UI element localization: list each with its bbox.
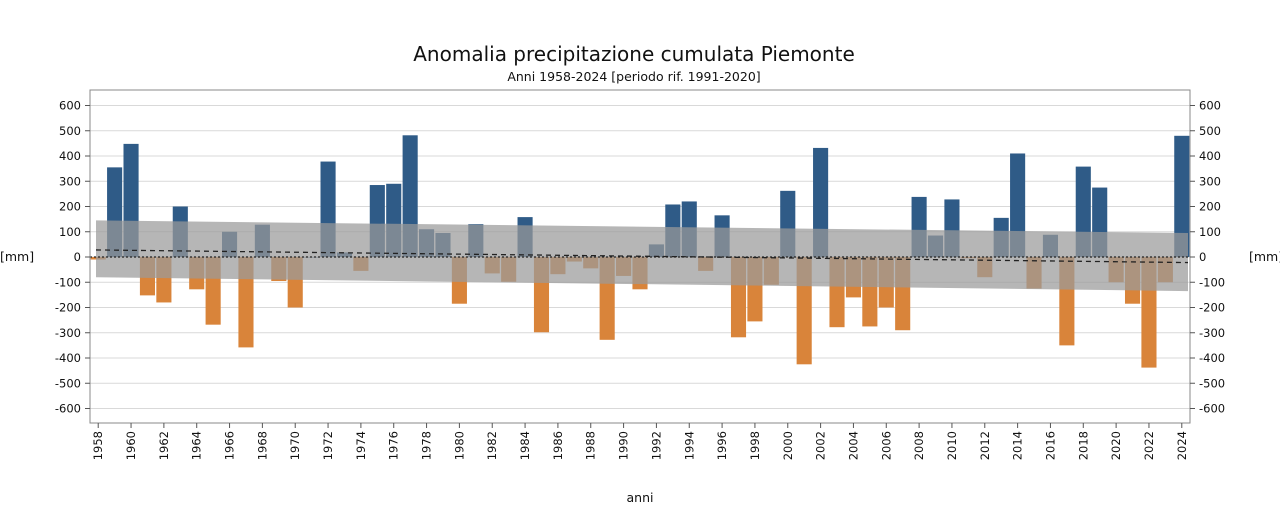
y-tick-label: -100 (1199, 275, 1225, 289)
x-tick-label: 1980 (452, 431, 466, 460)
trend-line (95, 249, 1189, 264)
trend-lines (90, 249, 1190, 264)
y-tick-label: -100 (55, 275, 81, 289)
x-tick-label: 2016 (1043, 431, 1057, 460)
y-tick-label: 300 (59, 174, 81, 188)
bar-2024 (1174, 135, 1190, 257)
x-tick-label: 1966 (223, 431, 237, 460)
y-tick-label: 100 (59, 225, 81, 239)
y-ticks-left: 600 500 400 300 200 100 0 -100 -200 -300 -400 -500 -… (55, 99, 90, 416)
x-tick-label: 1962 (157, 431, 171, 460)
x-tick-label: 1994 (682, 431, 696, 460)
y-tick-label: -500 (1199, 376, 1225, 390)
y-tick-label: 500 (59, 124, 81, 138)
x-tick-label: 1984 (518, 431, 532, 460)
x-axis-label: anni (626, 490, 654, 505)
y-tick-label: -500 (55, 376, 81, 390)
x-tick-label: 2010 (945, 431, 959, 460)
x-tick-label: 1982 (485, 431, 499, 460)
y-tick-label: 600 (1199, 99, 1221, 113)
confidence-band (96, 220, 1188, 292)
x-ticks: 1958 1960 1962 1964 1966 1968 1970 1972 1974 1976… (91, 423, 1189, 460)
x-tick-label: 1976 (387, 431, 401, 460)
y-tick-label: 200 (1199, 200, 1221, 214)
x-tick-label: 1970 (288, 431, 302, 460)
y-ticks-right: 600 500 400 300 200 100 0 -100 -200 -300 -400 -500 -… (1190, 99, 1225, 416)
trend-band (96, 220, 1188, 292)
x-tick-label: 1958 (91, 431, 105, 460)
y-tick-label: 0 (1199, 250, 1206, 264)
x-tick-label: 2004 (846, 431, 860, 460)
chart-title: Anomalia precipitazione cumulata Piemont… (413, 42, 855, 66)
y-tick-label: -200 (1199, 301, 1225, 315)
y-tick-label: 400 (1199, 149, 1221, 163)
x-tick-label: 1974 (354, 431, 368, 460)
x-tick-label: 1996 (715, 431, 729, 460)
x-tick-label: 2022 (1142, 431, 1156, 460)
y-tick-label: -300 (1199, 326, 1225, 340)
y-tick-label: -400 (55, 351, 81, 365)
x-tick-label: 1998 (748, 431, 762, 460)
y-tick-label: 600 (59, 99, 81, 113)
x-tick-label: 1988 (584, 431, 598, 460)
y-tick-label: -600 (55, 402, 81, 416)
y-tick-label: 0 (74, 250, 81, 264)
x-tick-label: 1960 (124, 431, 138, 460)
x-tick-label: 2008 (912, 431, 926, 460)
y-tick-label: 500 (1199, 124, 1221, 138)
y-axis-label-right: [mm] (1249, 249, 1280, 264)
y-tick-label: 200 (59, 200, 81, 214)
x-tick-label: 1964 (190, 431, 204, 460)
x-tick-label: 2006 (879, 431, 893, 460)
y-tick-label: -200 (55, 301, 81, 315)
x-tick-label: 1968 (255, 431, 269, 460)
x-tick-label: 1972 (321, 431, 335, 460)
x-tick-label: 2000 (781, 431, 795, 460)
x-tick-label: 2012 (978, 431, 992, 460)
y-tick-label: -300 (55, 326, 81, 340)
bar-1967 (238, 257, 254, 348)
y-tick-label: -400 (1199, 351, 1225, 365)
x-tick-label: 2002 (814, 431, 828, 460)
y-tick-label: -600 (1199, 402, 1225, 416)
y-tick-label: 400 (59, 149, 81, 163)
y-tick-label: 100 (1199, 225, 1221, 239)
x-tick-label: 2014 (1011, 431, 1025, 460)
x-tick-label: 2024 (1175, 431, 1189, 460)
y-tick-label: 300 (1199, 174, 1221, 188)
x-tick-label: 1990 (617, 431, 631, 460)
y-axis-label-left: [mm] (0, 249, 35, 264)
x-tick-label: 2018 (1076, 431, 1090, 460)
x-tick-label: 1992 (649, 431, 663, 460)
x-tick-label: 2020 (1109, 431, 1123, 460)
x-tick-label: 1978 (420, 431, 434, 460)
x-tick-label: 1986 (551, 431, 565, 460)
chart-subtitle: Anni 1958-2024 [periodo rif. 1991-2020] (507, 69, 761, 84)
